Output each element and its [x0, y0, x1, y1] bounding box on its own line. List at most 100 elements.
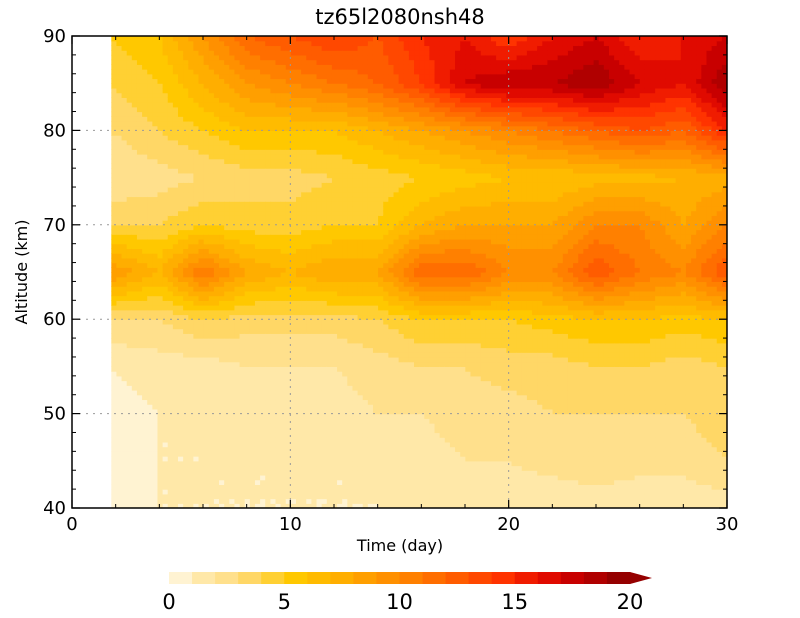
heatmap-cell [229, 347, 236, 353]
heatmap-cell [178, 36, 184, 42]
heatmap-cell [311, 130, 318, 136]
heatmap-cell [260, 149, 266, 155]
heatmap-cell [285, 465, 292, 471]
heatmap-cell [352, 182, 359, 188]
heatmap-cell [275, 262, 282, 268]
heatmap-cell [280, 300, 287, 306]
heatmap-cell [321, 106, 328, 113]
heatmap-cell [219, 158, 225, 165]
heatmap-cell [249, 182, 256, 188]
heatmap-cell [219, 215, 225, 221]
heatmap-cells [111, 36, 727, 508]
heatmap-cell [331, 356, 338, 363]
heatmap-cell [285, 446, 292, 452]
heatmap-cell [229, 73, 236, 80]
heatmap-cell [121, 319, 128, 325]
heatmap-cell [290, 154, 297, 160]
heatmap-cell [126, 130, 133, 136]
heatmap-cell [131, 366, 138, 372]
heatmap-cell [280, 205, 287, 212]
heatmap-cell [301, 437, 307, 443]
heatmap-cell [188, 210, 194, 216]
heatmap-cell [116, 50, 123, 56]
heatmap-cell [239, 130, 246, 136]
heatmap-cell [280, 489, 287, 495]
heatmap-cell [208, 210, 215, 216]
heatmap-cell [280, 248, 287, 254]
heatmap-cell [244, 243, 251, 249]
heatmap-cell [254, 168, 261, 174]
heatmap-cell [136, 120, 143, 127]
heatmap-cell [224, 451, 230, 457]
heatmap-cell [111, 470, 118, 476]
heatmap-cell [265, 272, 271, 278]
heatmap-cell [347, 102, 354, 108]
heatmap-cell [265, 474, 271, 481]
heatmap-cell [275, 36, 282, 42]
heatmap-cell [306, 498, 312, 504]
heatmap-cell [306, 45, 312, 51]
heatmap-cell [301, 456, 307, 462]
heatmap-cell [213, 182, 220, 188]
heatmap-cell [362, 187, 369, 193]
heatmap-cell [337, 352, 343, 358]
heatmap-cell [249, 262, 256, 268]
heatmap-cell [136, 102, 143, 108]
heatmap-cell [265, 352, 271, 358]
heatmap-cell [219, 120, 225, 127]
heatmap-cell [301, 73, 307, 80]
heatmap-cell [126, 238, 133, 245]
heatmap-cell [193, 366, 200, 372]
heatmap-cell [188, 446, 194, 452]
heatmap-cell [342, 253, 348, 259]
heatmap-cell [126, 281, 133, 287]
heatmap-cell [178, 253, 184, 259]
heatmap-cell [280, 484, 287, 490]
heatmap-cell [239, 210, 246, 216]
heatmap-cell [208, 224, 215, 231]
heatmap-cell [285, 229, 292, 235]
heatmap-cell [157, 493, 164, 500]
heatmap-cell [136, 196, 143, 202]
heatmap-cell [121, 253, 128, 259]
heatmap-cell [254, 54, 261, 61]
heatmap-cell [270, 36, 277, 42]
heatmap-cell [260, 54, 266, 61]
heatmap-cell [142, 45, 148, 51]
heatmap-cell [244, 300, 251, 306]
heatmap-cell [152, 314, 159, 320]
heatmap-cell [270, 73, 277, 80]
heatmap-cell [234, 493, 241, 500]
heatmap-cell [167, 300, 174, 306]
heatmap-cell [301, 390, 307, 396]
heatmap-cell [213, 234, 220, 240]
heatmap-cell [331, 187, 338, 193]
heatmap-cell [152, 69, 159, 75]
heatmap-cell [213, 394, 220, 401]
heatmap-cell [311, 474, 318, 481]
heatmap-cell [188, 50, 194, 56]
heatmap-cell [311, 40, 318, 47]
heatmap-cell [265, 210, 271, 216]
heatmap-cell [147, 427, 153, 434]
heatmap-cell [147, 503, 153, 508]
heatmap-cell [342, 399, 348, 405]
heatmap-cell [198, 323, 205, 330]
heatmap-cell [347, 413, 354, 419]
heatmap-cell [326, 158, 333, 165]
heatmap-cell [152, 333, 159, 339]
heatmap-cell [213, 498, 220, 504]
heatmap-cell [157, 390, 164, 396]
heatmap-cell [147, 456, 153, 462]
heatmap-cell [111, 305, 118, 311]
heatmap-cell [142, 309, 148, 316]
heatmap-cell [280, 144, 287, 150]
heatmap-cell [244, 158, 251, 165]
heatmap-cell [290, 187, 297, 193]
heatmap-cell [249, 470, 256, 476]
heatmap-cell [244, 177, 251, 183]
heatmap-cell [126, 224, 133, 231]
heatmap-cell [152, 380, 159, 386]
heatmap-cell [239, 342, 246, 349]
heatmap-cell [290, 267, 297, 273]
